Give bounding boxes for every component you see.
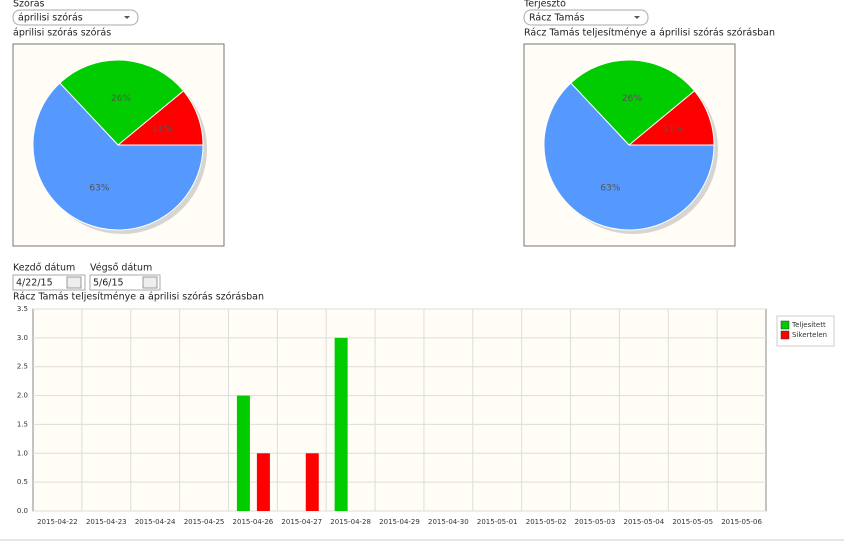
data-label: 63% <box>89 183 109 193</box>
field-label: Kezdő dátum <box>13 263 75 274</box>
y-tick-label: 2.0 <box>17 392 28 400</box>
chart-title: Rácz Tamás teljesítménye a áprilisi szór… <box>524 28 775 39</box>
data-label: 26% <box>111 94 131 104</box>
y-tick-label: 1.0 <box>17 449 28 457</box>
dropdown-value: áprilisi szórás <box>18 13 83 24</box>
y-tick-label: 1.5 <box>17 420 28 428</box>
dropdown[interactable] <box>523 9 649 26</box>
legend-swatch <box>780 320 790 330</box>
x-tick-label: 2015-05-05 <box>672 518 713 526</box>
x-tick-label: 2015-04-26 <box>233 518 274 526</box>
pie-slice <box>543 82 715 231</box>
y-tick-label: 2.5 <box>17 363 28 371</box>
x-tick-label: 2015-05-01 <box>477 518 518 526</box>
pie-slice <box>570 59 696 146</box>
data-label: 11% <box>663 125 683 135</box>
data-label: 11% <box>152 125 172 135</box>
date-value: 5/6/15 <box>93 278 124 289</box>
bar <box>334 337 348 511</box>
bar <box>305 453 319 511</box>
x-tick-label: 2015-04-25 <box>184 518 225 526</box>
y-tick-label: 0.0 <box>17 507 28 515</box>
x-tick-label: 2015-05-04 <box>623 518 664 526</box>
legend-label: Teljesített <box>791 321 826 329</box>
y-tick-label: 3.0 <box>17 334 28 342</box>
legend-label: Sikertelen <box>792 331 827 339</box>
x-tick-label: 2015-04-24 <box>135 518 176 526</box>
bar <box>236 395 250 511</box>
dropdown-arrow <box>634 16 640 19</box>
x-tick-label: 2015-04-27 <box>281 518 322 526</box>
data-label: 26% <box>622 94 642 104</box>
field-label: Szórás <box>13 0 45 10</box>
x-tick-label: 2015-04-29 <box>379 518 420 526</box>
dropdown-arrow <box>124 16 130 19</box>
x-tick-label: 2015-05-06 <box>721 518 762 526</box>
dropdown[interactable] <box>12 9 139 26</box>
y-tick-label: 0.5 <box>17 478 28 486</box>
field-label: Terjesztő <box>523 0 566 10</box>
x-tick-label: 2015-04-23 <box>86 518 127 526</box>
x-tick-label: 2015-05-03 <box>575 518 616 526</box>
calendar-button[interactable] <box>66 276 82 289</box>
data-label: 63% <box>600 183 620 193</box>
x-tick-label: 2015-04-22 <box>37 518 78 526</box>
x-tick-label: 2015-04-30 <box>428 518 469 526</box>
date-value: 4/22/15 <box>16 278 53 289</box>
pie-slice <box>59 59 185 146</box>
chart-title: Rácz Tamás teljesítménye a áprilisi szór… <box>13 292 264 303</box>
x-tick-label: 2015-05-02 <box>526 518 567 526</box>
x-tick-label: 2015-04-28 <box>330 518 371 526</box>
legend-swatch <box>780 330 790 340</box>
y-tick-label: 3.5 <box>17 305 28 313</box>
field-label: Végső dátum <box>90 263 152 274</box>
pie-slice <box>32 82 204 231</box>
chart-title: áprilisi szórás szórás <box>13 28 111 39</box>
bar <box>256 453 270 511</box>
plot-area <box>32 308 767 512</box>
dropdown-value: Rácz Tamás <box>529 13 585 24</box>
calendar-button[interactable] <box>142 276 158 289</box>
